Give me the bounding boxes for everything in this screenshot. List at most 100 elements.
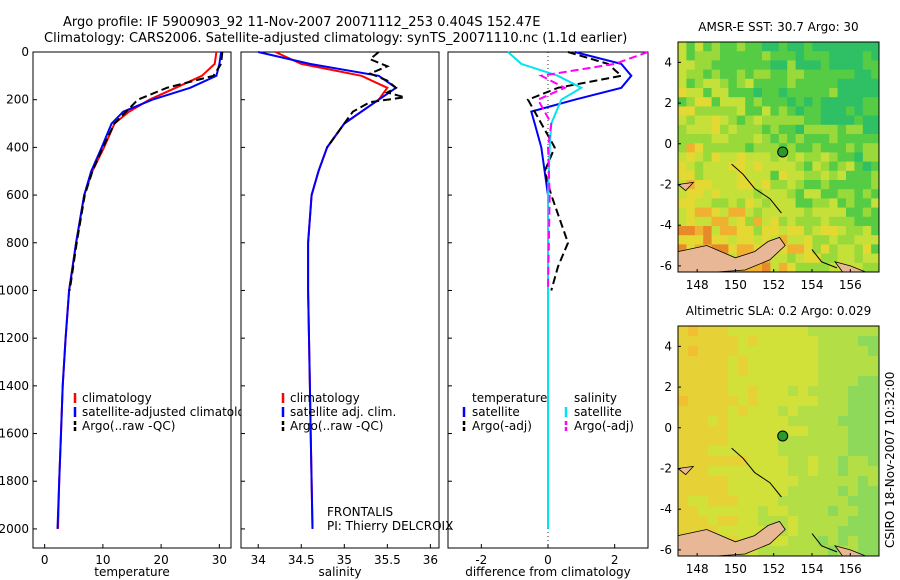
map-cell	[745, 152, 755, 163]
map-cell	[770, 106, 780, 117]
map-cell	[837, 216, 847, 227]
map-cell	[804, 207, 813, 218]
map-cell	[812, 180, 822, 190]
map-cell	[818, 436, 829, 447]
map-cell	[736, 198, 746, 209]
map-cell	[848, 486, 859, 497]
map-cell	[768, 416, 779, 427]
map-cell	[820, 60, 830, 71]
map-cell	[694, 198, 704, 209]
map-cell	[838, 366, 849, 377]
map-cell	[820, 88, 830, 98]
map-cell	[868, 346, 879, 357]
map-cell	[837, 134, 847, 144]
map-cell	[854, 198, 864, 209]
map-cell	[770, 198, 780, 209]
map-cell	[770, 180, 780, 190]
map-cell	[828, 386, 839, 397]
map-cell	[694, 69, 704, 80]
legend-label: Argo(..raw -QC)	[290, 419, 383, 433]
map-cell	[745, 106, 755, 117]
map-cell	[838, 466, 849, 477]
map-cell	[688, 416, 699, 427]
map-cell	[871, 124, 880, 135]
map-cell	[808, 366, 819, 377]
map-cell	[703, 106, 713, 117]
map-cell	[846, 152, 855, 163]
map-cell	[748, 356, 759, 367]
coastline	[731, 163, 782, 214]
map-cell	[812, 51, 822, 61]
map-cell	[862, 42, 872, 52]
map-cell	[728, 88, 738, 98]
map-cell	[846, 207, 855, 218]
map-cell	[678, 516, 689, 527]
x-tick-label: 2	[611, 553, 619, 567]
map-cell	[736, 152, 746, 163]
map-cell	[808, 356, 819, 367]
map-cell	[854, 170, 864, 181]
map-cell	[758, 466, 769, 477]
map-cell	[787, 170, 797, 181]
map-cell	[798, 406, 809, 417]
map-cell	[686, 106, 696, 117]
y-tick-label: 4	[664, 339, 672, 353]
map-cell	[718, 436, 729, 447]
map-cell	[745, 198, 755, 209]
map-cell	[846, 216, 855, 227]
map-cell	[678, 526, 689, 537]
map-cell	[788, 376, 799, 387]
map-cell	[862, 51, 872, 61]
y-tick-label: 1400	[0, 379, 29, 393]
map-cell	[788, 346, 799, 357]
map-cell	[745, 88, 755, 98]
map-cell	[787, 226, 797, 236]
map-cell	[736, 216, 746, 227]
map-cell	[854, 180, 864, 190]
map-cell	[698, 506, 709, 517]
map-cell	[848, 366, 859, 377]
map-cell	[678, 42, 687, 52]
map-cell	[720, 180, 729, 190]
map-cell	[686, 60, 696, 71]
map-cell	[818, 336, 829, 347]
map-cell	[711, 226, 721, 236]
map-cell	[829, 235, 839, 245]
map-cell	[762, 189, 771, 199]
map-cell	[808, 446, 819, 457]
map-cell	[778, 134, 788, 144]
map-cell	[868, 336, 879, 347]
map-cell	[720, 226, 729, 236]
map-cell	[758, 356, 769, 367]
map-cell	[871, 69, 880, 80]
map-cell	[848, 336, 859, 347]
map-cell	[694, 78, 704, 89]
map-cell	[770, 207, 780, 218]
x-tick-label: 148	[686, 562, 709, 576]
map-cell	[728, 69, 738, 80]
map-cell	[828, 476, 839, 487]
map-cell	[745, 51, 755, 61]
map-cell	[862, 124, 872, 135]
map-cell	[808, 536, 819, 547]
map-cell	[871, 134, 880, 144]
map-cell	[758, 436, 769, 447]
legend-label: climatology	[82, 391, 152, 405]
map-cell	[770, 97, 780, 107]
map-cell	[778, 51, 788, 61]
map-cell	[871, 60, 880, 71]
legend-label: Argo(-adj)	[574, 419, 634, 433]
map-cell	[778, 115, 788, 126]
map-cell	[808, 326, 819, 337]
map-cell	[698, 476, 709, 487]
map-cell	[698, 396, 709, 407]
map-cell	[829, 262, 839, 273]
map-cell	[770, 161, 780, 172]
map-cell	[778, 161, 788, 172]
map-cell	[694, 170, 704, 181]
map-cell	[804, 60, 813, 71]
map-cell	[738, 446, 749, 457]
legend-label: satellite	[472, 405, 520, 419]
map-cell	[804, 88, 813, 98]
map-cell	[678, 152, 687, 163]
